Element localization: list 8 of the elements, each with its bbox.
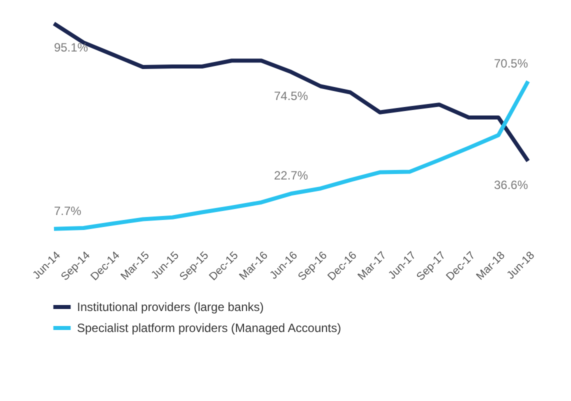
data-label: 74.5% (274, 88, 308, 103)
data-label: 70.5% (494, 56, 528, 70)
data-label: 7.7% (54, 204, 82, 218)
data-label: 95.1% (54, 40, 88, 55)
legend-label: Institutional providers (large banks) (77, 300, 264, 314)
legend-label: Specialist platform providers (Managed Accounts) (77, 321, 342, 335)
data-label: 22.7% (274, 168, 308, 183)
data-label: 36.6% (494, 178, 528, 192)
